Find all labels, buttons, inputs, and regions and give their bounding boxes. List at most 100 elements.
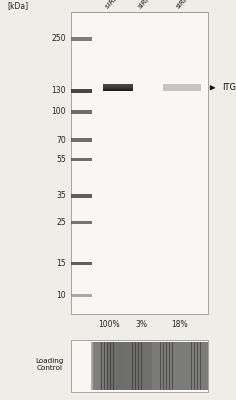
- Text: 250: 250: [52, 34, 66, 43]
- Text: 3%: 3%: [136, 320, 148, 329]
- Bar: [91, 342, 93, 390]
- Bar: [71, 221, 92, 224]
- Text: 100%: 100%: [98, 320, 119, 329]
- Bar: [135, 342, 137, 390]
- Bar: [101, 342, 103, 390]
- Bar: [125, 342, 127, 390]
- Bar: [178, 342, 180, 390]
- Bar: [172, 342, 174, 390]
- Bar: [137, 342, 139, 390]
- Bar: [110, 342, 112, 390]
- Bar: [193, 342, 195, 390]
- Bar: [112, 342, 114, 390]
- Bar: [71, 294, 92, 297]
- Bar: [104, 342, 106, 390]
- Bar: [152, 342, 153, 390]
- Text: 100: 100: [52, 107, 66, 116]
- Bar: [93, 342, 94, 390]
- Bar: [168, 342, 169, 390]
- Bar: [103, 86, 133, 87]
- Bar: [150, 342, 152, 390]
- Bar: [134, 342, 136, 390]
- Bar: [71, 110, 92, 114]
- Bar: [149, 342, 150, 390]
- Bar: [200, 342, 202, 390]
- Bar: [143, 342, 144, 390]
- Bar: [71, 36, 92, 40]
- Bar: [71, 12, 208, 314]
- Bar: [94, 342, 96, 390]
- Bar: [181, 342, 183, 390]
- Bar: [155, 342, 156, 390]
- Bar: [169, 342, 171, 390]
- Bar: [206, 342, 208, 390]
- Bar: [144, 342, 146, 390]
- Bar: [202, 342, 203, 390]
- Bar: [71, 194, 92, 198]
- Bar: [103, 85, 133, 86]
- Bar: [100, 342, 102, 390]
- Bar: [153, 342, 155, 390]
- Bar: [128, 342, 130, 390]
- Bar: [124, 342, 125, 390]
- Bar: [109, 342, 111, 390]
- Bar: [184, 342, 186, 390]
- Bar: [197, 342, 199, 390]
- Bar: [71, 89, 92, 93]
- Bar: [203, 342, 205, 390]
- Bar: [113, 342, 115, 390]
- Bar: [99, 342, 100, 390]
- Text: 10: 10: [56, 291, 66, 300]
- Text: ITGA5: ITGA5: [222, 83, 236, 92]
- Text: [kDa]: [kDa]: [7, 1, 28, 10]
- Bar: [140, 342, 142, 390]
- Bar: [185, 342, 187, 390]
- Text: siRNA#2: siRNA#2: [175, 0, 202, 10]
- Bar: [119, 342, 121, 390]
- Bar: [126, 342, 128, 390]
- Bar: [189, 342, 190, 390]
- Bar: [158, 342, 159, 390]
- Bar: [175, 342, 177, 390]
- Text: 130: 130: [52, 86, 66, 95]
- Text: 18%: 18%: [171, 320, 188, 329]
- Bar: [90, 342, 91, 390]
- Bar: [162, 342, 164, 390]
- Bar: [146, 342, 148, 390]
- Bar: [103, 89, 133, 90]
- Bar: [103, 87, 133, 88]
- Bar: [97, 342, 99, 390]
- Bar: [194, 342, 196, 390]
- Text: siRNA ctrl: siRNA ctrl: [104, 0, 134, 10]
- Bar: [131, 342, 133, 390]
- Bar: [159, 342, 161, 390]
- Bar: [138, 342, 140, 390]
- Bar: [183, 342, 184, 390]
- Bar: [156, 342, 158, 390]
- Text: 70: 70: [56, 136, 66, 145]
- Bar: [107, 342, 109, 390]
- Bar: [122, 342, 124, 390]
- Bar: [165, 342, 167, 390]
- Bar: [71, 138, 92, 142]
- Bar: [103, 88, 133, 89]
- Bar: [103, 84, 133, 85]
- Text: 15: 15: [56, 259, 66, 268]
- Bar: [115, 342, 117, 390]
- Bar: [132, 342, 134, 390]
- Bar: [177, 342, 178, 390]
- Bar: [205, 342, 206, 390]
- Text: 35: 35: [56, 191, 66, 200]
- Bar: [166, 342, 168, 390]
- Bar: [103, 342, 105, 390]
- Bar: [163, 342, 165, 390]
- Bar: [71, 158, 92, 162]
- Bar: [199, 342, 201, 390]
- Bar: [171, 342, 173, 390]
- Text: siRNA#1: siRNA#1: [137, 0, 164, 10]
- Bar: [190, 342, 192, 390]
- Bar: [180, 342, 181, 390]
- Bar: [174, 342, 176, 390]
- Bar: [96, 342, 97, 390]
- Bar: [187, 342, 189, 390]
